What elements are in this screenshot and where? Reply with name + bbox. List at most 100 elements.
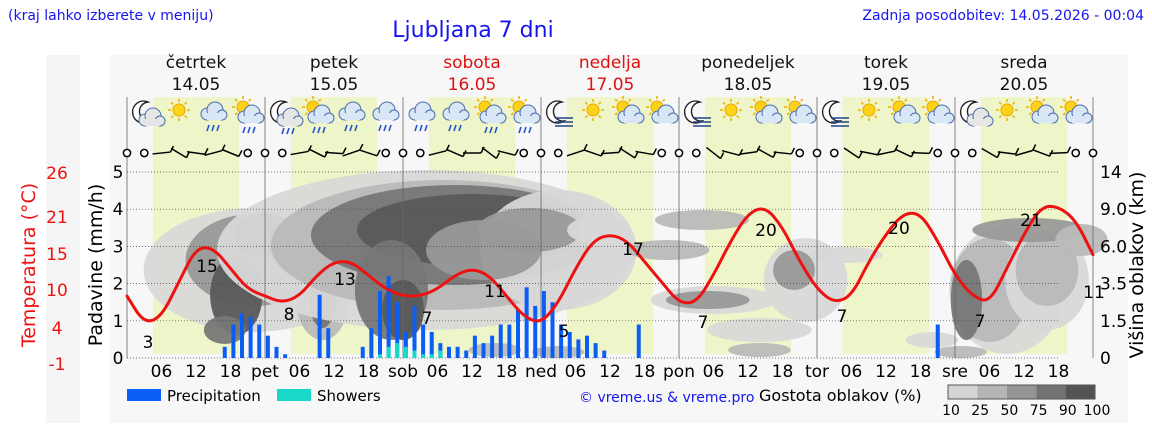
wind-barb-icon	[1015, 149, 1033, 157]
wind-barb-icon	[204, 149, 223, 157]
precip-bar	[386, 276, 391, 358]
temperature-label: 21	[1020, 211, 1042, 231]
precip-tick-label: 0	[113, 349, 124, 369]
day-date: 20.05	[1000, 75, 1049, 95]
moon-fog-icon	[821, 100, 849, 127]
sun-cloud-icon	[646, 96, 679, 124]
temperature-label: 17	[622, 240, 644, 260]
moon-fog-icon	[545, 100, 573, 127]
cloud-height-tick-label: 6.0	[1100, 237, 1127, 257]
temp-tick-label: 15	[46, 245, 68, 265]
wind-calm-icon	[674, 148, 684, 158]
sun-ray	[1062, 112, 1066, 116]
cloud-density-tick: 50	[1000, 403, 1018, 419]
cloud-density-swatch	[1036, 385, 1066, 399]
sun-ray	[184, 115, 188, 119]
cloud-rain-icon	[372, 101, 400, 132]
sun-ray	[998, 101, 1002, 105]
sun-ray	[648, 98, 652, 102]
wind-calm-icon	[277, 148, 287, 158]
wind-calm-icon	[812, 148, 822, 158]
wind-barb-icon	[238, 150, 243, 157]
cloud-blob	[809, 247, 883, 263]
sun-cloud-rain-icon	[232, 96, 265, 134]
rain-icon	[419, 124, 423, 132]
precip-bar	[265, 335, 270, 358]
sun-ray	[752, 98, 756, 102]
sun-icon	[862, 103, 876, 117]
rain-icon	[458, 124, 462, 132]
wind-barb-icon	[894, 144, 899, 152]
precip-bar	[935, 324, 940, 358]
sun-ray	[752, 112, 756, 116]
wind-barb-icon	[858, 151, 863, 159]
sun-ray	[800, 98, 804, 102]
rain-icon	[424, 124, 428, 132]
day-date: 14.05	[172, 75, 221, 95]
cloud-icon	[624, 116, 639, 123]
wind-barb-icon	[186, 151, 206, 155]
precip-bar	[602, 350, 607, 358]
cloud-blob	[934, 346, 987, 358]
precip-bar	[257, 324, 262, 358]
cloud-icon	[1038, 116, 1053, 123]
wind-barb-icon	[170, 147, 187, 159]
x-tick-label: sre	[942, 362, 968, 382]
sun-ray	[924, 98, 928, 102]
shower-bar	[378, 354, 382, 358]
wind-calm-icon	[243, 148, 253, 158]
cloud-icon	[415, 113, 430, 120]
cloud-density-tick: 10	[942, 403, 960, 419]
temperature-label: 7	[698, 313, 709, 333]
precipitation-bars	[222, 276, 641, 358]
wind-barb-icon	[376, 149, 381, 157]
x-tick-label: 18	[910, 362, 932, 382]
wind-barb-icon	[514, 148, 519, 156]
precip-bar	[283, 354, 288, 358]
temperature-label: 13	[334, 270, 356, 290]
legend-showers-swatch	[277, 389, 311, 401]
rain-icon	[414, 124, 418, 132]
rain-cloud-icon	[442, 101, 470, 132]
wind-calm-icon	[829, 148, 839, 158]
sun-ray	[1012, 115, 1016, 119]
sun-ray	[248, 98, 252, 102]
sun-cloud-rain-icon	[474, 96, 507, 134]
wind-barb-icon	[204, 147, 209, 155]
x-tick-label: 06	[565, 362, 587, 382]
cloud-height-tick-label: 14	[1100, 163, 1122, 183]
wind-calm-icon	[795, 148, 805, 158]
wind-barb-icon	[342, 149, 361, 157]
x-tick-label: 12	[185, 362, 207, 382]
wind-barb-icon	[308, 148, 326, 158]
wind-barb-icon	[773, 151, 792, 155]
day-name: nedelja	[579, 53, 641, 73]
shower-bar	[412, 350, 417, 358]
cloud-blob	[728, 343, 791, 357]
location-hint[interactable]: (kraj lahko izberete v meniju)	[8, 8, 214, 24]
precip-bar	[490, 335, 495, 358]
shower-bar	[429, 354, 434, 358]
wind-barb-icon	[876, 148, 882, 156]
sun-ray	[476, 98, 480, 102]
precip-bar	[550, 302, 555, 358]
temp-axis-label: Temperatura (°C)	[18, 183, 40, 348]
sun-ray	[476, 112, 480, 116]
cloud-icon	[379, 113, 394, 120]
x-tick-label: 18	[772, 362, 794, 382]
rain-icon	[349, 124, 353, 132]
sun-ray	[890, 112, 894, 116]
shower-bar	[438, 350, 443, 358]
cloud-icon	[283, 119, 298, 126]
wind-barb-icon	[600, 151, 620, 155]
rain-icon	[484, 126, 488, 134]
wind-row	[122, 143, 1098, 160]
precip-bar	[222, 346, 227, 358]
precip-bar	[231, 324, 236, 358]
precip-tick-label: 1	[113, 312, 124, 332]
wind-barb-icon	[738, 151, 758, 155]
sun-ray	[874, 115, 878, 119]
wind-calm-icon	[1071, 148, 1081, 158]
wind-barb-icon	[757, 147, 774, 159]
